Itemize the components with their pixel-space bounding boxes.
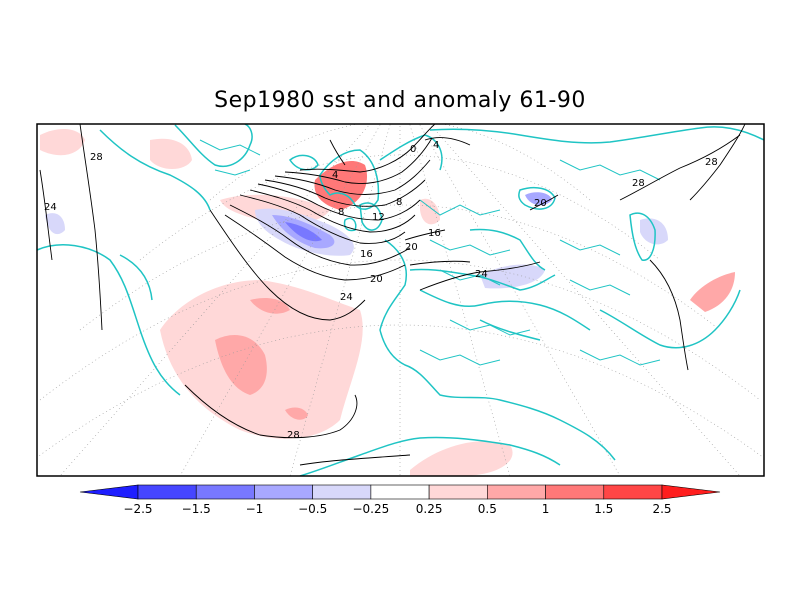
contour-frontal-9: [224, 214, 406, 281]
colorbar-tick-label: −1: [246, 502, 264, 516]
colorbar-bin: [603, 484, 663, 500]
colorbar-bin: [545, 484, 605, 500]
arabia-coast: [599, 289, 741, 349]
graticule: [37, 124, 764, 476]
contour-28-east2: [689, 124, 746, 201]
colorbar-tick-label: −2.5: [123, 502, 152, 516]
colorbar-bin: [254, 484, 313, 500]
colorbar-tick-label: 1.5: [594, 502, 613, 516]
contour-24: [209, 209, 366, 321]
sst-contours: [39, 124, 746, 466]
contour-frontal-6: [284, 137, 433, 184]
contour-label: 20: [405, 242, 418, 253]
colorbar-tick-label: 0.25: [416, 502, 443, 516]
coastlines: [37, 124, 764, 476]
map-frame: [36, 123, 765, 477]
europe-coast: [379, 228, 616, 461]
contour-label: 24: [475, 269, 488, 280]
contour-20-blacksea: [529, 194, 559, 211]
anomaly-positive-norway: [314, 160, 368, 210]
colorbar-bin: [428, 484, 488, 500]
contour-20-east: [409, 260, 471, 266]
contour-frontal-3: [257, 183, 421, 221]
anomaly-positive-mid: [250, 298, 290, 314]
contour-28-south: [184, 384, 358, 439]
contour-label: 8: [396, 197, 402, 208]
colorbar-bin: [487, 484, 546, 500]
anomaly-positive-core: [215, 335, 267, 395]
anomaly-positive-east: [690, 272, 735, 312]
contour-label: 28: [705, 157, 718, 168]
colorbar-bin: [195, 484, 255, 500]
british-isles-coast: [343, 202, 383, 232]
russia-coast: [429, 126, 764, 144]
contour-label: 20: [370, 274, 383, 285]
africa-coast: [299, 436, 561, 476]
black-sea-coast: [518, 186, 556, 210]
anomaly-positive-baltic: [420, 198, 440, 225]
caspian-coast: [629, 212, 656, 261]
contour-label: 12: [372, 212, 385, 223]
colorbar-bin: [137, 484, 197, 500]
contour-label: 28: [287, 430, 300, 441]
contour-frontal-1: [239, 194, 406, 244]
contour-label: 16: [428, 228, 441, 239]
contour-frontal-5: [274, 159, 431, 195]
contour-label: 20: [534, 198, 547, 209]
north-america-coast: [37, 129, 211, 396]
contour-label: 4: [433, 140, 439, 151]
anomaly-negative-caspian: [640, 218, 668, 245]
iceland-coast: [288, 154, 319, 171]
colorbar-tick-label: 1: [542, 502, 550, 516]
colorbar-bin: [661, 484, 721, 500]
contour-28-arabia: [649, 259, 689, 371]
contour-label: 28: [632, 178, 645, 189]
colorbar-bin: [370, 484, 430, 500]
contour-16-east: [404, 229, 446, 241]
scandinavia-coast: [319, 134, 443, 210]
contour-frontal-7: [299, 124, 436, 173]
anomaly-negative-inner: [285, 222, 322, 242]
contour-label: 24: [340, 292, 353, 303]
anomaly-shading: [40, 128, 735, 476]
contour-4-north: [424, 137, 471, 146]
borders-north: [199, 139, 661, 181]
borders-europe: [419, 199, 661, 366]
contour-label: 4: [332, 170, 338, 181]
colorbar-bin: [79, 484, 139, 500]
anomaly-positive-red-sea: [410, 441, 513, 476]
colorbar-tick-label: 2.5: [652, 502, 671, 516]
contour-frontal-8: [229, 204, 411, 266]
colorbar-tick-label: −0.5: [298, 502, 327, 516]
contour-label: 16: [360, 249, 373, 260]
anomaly-positive-small: [285, 407, 308, 420]
anomaly-positive-west: [40, 128, 85, 156]
anomaly-positive-nw: [150, 138, 192, 169]
colorbar-tick-label: −1.5: [182, 502, 211, 516]
contour-label: 24: [44, 202, 57, 213]
anomaly-negative-west: [45, 213, 65, 235]
contour-frontal-10: [329, 139, 346, 166]
contour-28-west: [79, 124, 103, 331]
greenland-coast: [174, 124, 253, 167]
contour-frontal-2: [249, 189, 416, 233]
colorbar-tick-label: −0.25: [352, 502, 389, 516]
contour-label: 0: [410, 144, 416, 155]
contour-label: 28: [90, 152, 103, 163]
map-title: Sep1980 sst and anomaly 61-90: [214, 88, 586, 113]
mediterranean-coast: [419, 289, 591, 341]
contour-28-east: [619, 134, 741, 201]
colorbar-tick-label: 0.5: [478, 502, 497, 516]
contour-label: 8: [338, 207, 344, 218]
contour-frontal-4: [264, 179, 426, 207]
contour-24-west: [39, 169, 53, 261]
contour-28-south2: [299, 454, 411, 466]
contour-24-east: [419, 261, 541, 291]
colorbar-bin: [312, 484, 372, 500]
